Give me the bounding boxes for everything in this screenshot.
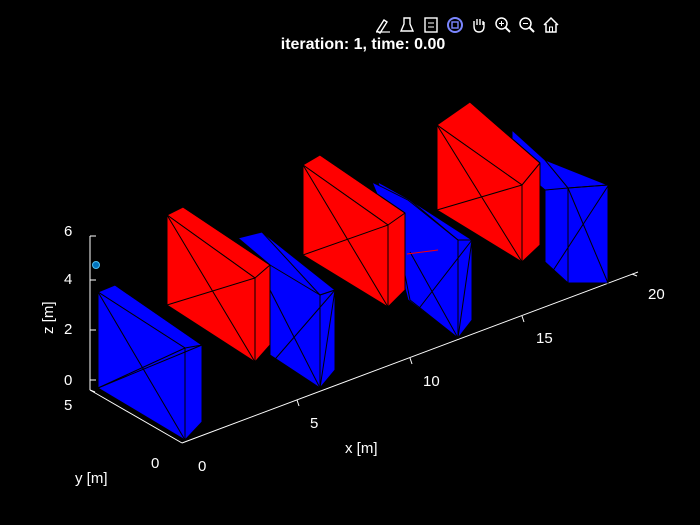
zoom-out-icon <box>519 17 535 33</box>
pan-hand-icon <box>473 19 485 33</box>
x-tick-10 <box>409 357 413 365</box>
edit-plot-icon <box>376 19 390 34</box>
block-3-blue <box>236 231 336 389</box>
rotate-3d-icon <box>447 17 463 33</box>
home-icon <box>543 16 559 33</box>
axes-toolbar <box>372 14 562 38</box>
y-axis-line <box>89 389 183 444</box>
axes-lines <box>89 236 639 444</box>
x-axis-line <box>181 271 639 444</box>
plot-title: iteration: 1, time: 0.00 <box>280 36 446 53</box>
block-4-red <box>302 154 406 309</box>
z-tick-label-0: 0 <box>64 372 72 389</box>
legend-button[interactable] <box>420 14 442 36</box>
home-button[interactable] <box>540 14 562 36</box>
x-tick-label-0: 0 <box>198 458 206 475</box>
legend-icon <box>424 17 438 33</box>
x-tick-20 <box>631 273 638 277</box>
x-tick-label-15: 15 <box>536 330 553 347</box>
rotate-3d-button[interactable] <box>444 14 466 36</box>
zoom-out-button[interactable] <box>516 14 538 36</box>
z-axis-label: z [m] <box>40 302 57 335</box>
block-2-red <box>166 206 271 364</box>
x-tick-5 <box>296 399 300 407</box>
z-tick-label-2: 2 <box>64 321 72 338</box>
trajectory-segment <box>406 249 439 255</box>
edit-plot-button[interactable] <box>372 14 394 36</box>
y-tick-label-0: 0 <box>151 455 159 472</box>
zoom-in-icon <box>495 17 511 33</box>
ticks <box>89 235 638 407</box>
x-tick-15 <box>521 315 525 323</box>
block-6-red <box>436 101 541 264</box>
tick-labels: 0 2 4 6 5 0 0 5 10 15 20 <box>64 223 665 475</box>
y-axis-label: y [m] <box>75 470 108 487</box>
y-tick-label-5: 5 <box>64 397 72 414</box>
data-tips-button[interactable] <box>396 14 418 36</box>
y-tick-5 <box>89 389 96 393</box>
zoom-in-button[interactable] <box>492 14 514 36</box>
x-tick-label-20: 20 <box>648 286 665 303</box>
x-tick-label-5: 5 <box>310 415 318 432</box>
block-1-blue <box>96 284 203 442</box>
pan-button[interactable] <box>468 14 490 36</box>
agent-marker <box>92 261 100 269</box>
data-tips-icon <box>399 17 415 32</box>
blocks <box>96 101 609 442</box>
x-axis-label: x [m] <box>345 440 378 457</box>
z-tick-label-4: 4 <box>64 271 72 288</box>
x-tick-label-10: 10 <box>423 373 440 390</box>
trajectory <box>92 249 439 269</box>
z-tick-label-6: 6 <box>64 223 72 240</box>
